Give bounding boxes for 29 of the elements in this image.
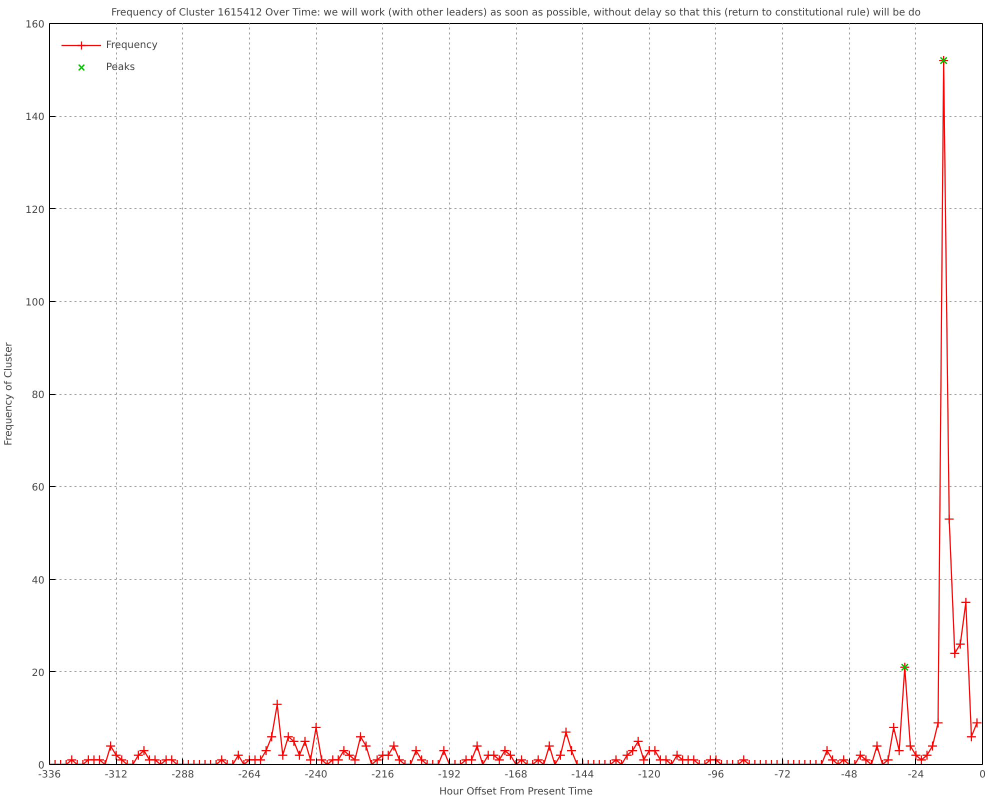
- legend-label: Frequency: [106, 40, 158, 50]
- x-tick-label: -336: [38, 770, 61, 780]
- y-tick-label: 80: [32, 390, 45, 401]
- y-tick-label: 60: [32, 482, 45, 494]
- y-axis-title: Frequency of Cluster: [3, 342, 14, 446]
- x-tick-label: -120: [638, 770, 661, 780]
- y-tick-label: 140: [25, 112, 45, 124]
- x-tick-label: -72: [774, 770, 791, 780]
- x-tick-label: -264: [238, 770, 261, 780]
- x-tick-label: -168: [504, 770, 528, 780]
- x-tick-label: -288: [171, 770, 194, 780]
- legend-label: Peaks: [106, 62, 135, 72]
- x-tick-label: -96: [708, 770, 724, 780]
- x-axis-title: Hour Offset From Present Time: [439, 786, 593, 798]
- y-tick-label: 120: [25, 204, 45, 216]
- y-tick-label: 40: [32, 575, 45, 586]
- x-tick-label: -216: [371, 770, 394, 780]
- x-tick-label: -24: [908, 770, 924, 780]
- x-tick-label: -312: [104, 770, 128, 780]
- y-tick-label: 160: [25, 20, 45, 30]
- x-tick-label: 0: [979, 770, 986, 780]
- y-tick-label: 0: [38, 760, 45, 772]
- x-tick-label: -144: [571, 770, 594, 780]
- x-tick-label: -48: [841, 770, 858, 780]
- y-tick-label: 100: [25, 297, 45, 308]
- x-tick-label: -240: [304, 770, 328, 780]
- chart-title: Frequency of Cluster 1615412 Over Time: we will work (with other leaders) as soon as possible, without delay so that this (return to constitutional rule) will be do: [111, 8, 921, 18]
- y-tick-label: 20: [32, 668, 45, 679]
- x-tick-label: -192: [438, 770, 461, 780]
